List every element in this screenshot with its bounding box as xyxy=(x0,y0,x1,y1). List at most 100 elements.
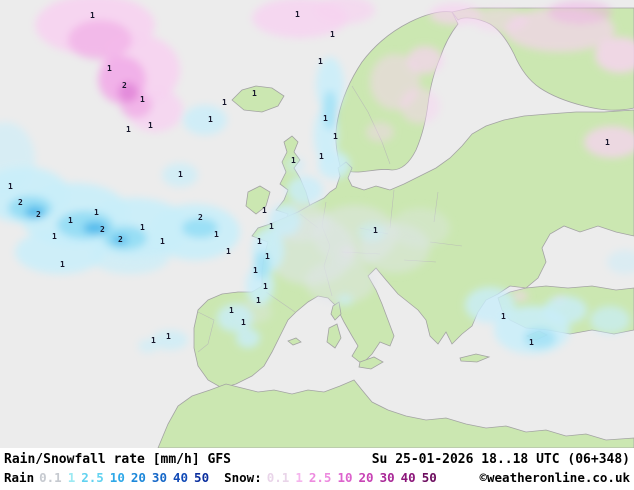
precip-value-label: 1 xyxy=(229,306,234,315)
precip-value-label: 1 xyxy=(214,230,219,239)
rain-area xyxy=(83,222,107,234)
snow-area xyxy=(118,82,138,102)
snow-area xyxy=(512,291,528,301)
snow-area xyxy=(366,122,394,142)
snow-area xyxy=(584,126,634,158)
precip-value-label: 1 xyxy=(323,114,328,123)
snow-scale-label: Snow: xyxy=(224,470,262,485)
rain-area xyxy=(543,296,587,324)
precip-value-label: 1 xyxy=(60,260,65,269)
island-sardinia xyxy=(326,323,342,349)
snow-scale: 0.1 1 2.5 10 20 30 40 50 xyxy=(267,469,437,486)
rain-scale-value: 1 xyxy=(67,470,76,485)
rain-scale-value: 30 xyxy=(151,470,167,485)
rain-scale-value: 10 xyxy=(109,470,125,485)
precip-value-label: 1 xyxy=(68,216,73,225)
rain-scale-value: 50 xyxy=(194,470,210,485)
precip-value-label: 1 xyxy=(52,232,57,241)
rain-area xyxy=(183,105,227,135)
rain-area xyxy=(305,260,375,304)
rain-area xyxy=(0,122,35,198)
legend-bar: Rain/Snowfall rate [mm/h] GFS Su 25-01-2… xyxy=(0,448,634,490)
precip-value-label: 1 xyxy=(8,182,13,191)
footer-title-row: Rain/Snowfall rate [mm/h] GFS Su 25-01-2… xyxy=(4,451,630,468)
precip-value-label: 1 xyxy=(262,206,267,215)
rain-area xyxy=(269,204,301,236)
precip-value-label: 2 xyxy=(36,210,41,219)
rain-area xyxy=(316,57,344,113)
precip-value-label: 2 xyxy=(122,81,127,90)
rain-area xyxy=(25,206,45,218)
rain-area xyxy=(138,339,158,353)
precip-value-label: 1 xyxy=(226,247,231,256)
rain-area xyxy=(318,151,350,179)
rain-area xyxy=(285,157,305,173)
snow-scale-value: 2.5 xyxy=(308,470,332,485)
map-svg: 1 111121111111221112211211111111111111111… xyxy=(0,0,634,448)
landmass-ireland xyxy=(245,185,271,215)
precip-value-label: 1 xyxy=(333,132,338,141)
precip-value-label: 1 xyxy=(373,226,378,235)
snow-scale-value: 30 xyxy=(379,470,395,485)
precip-value-label: 1 xyxy=(291,156,296,165)
precip-value-label: 1 xyxy=(94,208,99,217)
snow-scale-value: 40 xyxy=(400,470,416,485)
precip-value-label: 2 xyxy=(18,198,23,207)
snow-scale-value: 0.1 xyxy=(266,470,290,485)
rain-area xyxy=(15,230,105,274)
precip-value-label: 1 xyxy=(166,332,171,341)
copyright-link[interactable]: ©weatheronline.co.uk xyxy=(479,470,630,485)
precip-value-label: 1 xyxy=(126,125,131,134)
rain-scale-value: 20 xyxy=(130,470,146,485)
rain-scale-value: 2.5 xyxy=(81,470,104,485)
precip-value-label: 1 xyxy=(208,115,213,124)
rain-area xyxy=(287,176,323,204)
precip-value-label: 1 xyxy=(265,252,270,261)
rain-area xyxy=(90,238,170,274)
landmass-north-africa xyxy=(157,379,634,448)
precip-value-label: 1 xyxy=(241,318,246,327)
precip-value-label: 1 xyxy=(529,338,534,347)
rain-area xyxy=(217,304,253,332)
snow-scale-value: 50 xyxy=(421,470,437,485)
precip-value-label: 2 xyxy=(100,225,105,234)
footer-legend-row: Rain 0.1 1 2.5 10 20 30 40 50 Snow: 0.1 1 2.5 10 20… xyxy=(4,469,630,486)
rain-area xyxy=(465,287,515,323)
snow-area xyxy=(429,3,481,25)
snow-scale-value: 10 xyxy=(337,470,353,485)
precip-value-label: 1 xyxy=(318,57,323,66)
precip-value-label: 1 xyxy=(263,282,268,291)
rain-scale: 0.1 1 2.5 10 20 30 40 50 xyxy=(39,469,209,486)
snow-scale-value: 20 xyxy=(358,470,374,485)
snow-area xyxy=(400,88,440,124)
snow-area xyxy=(315,0,375,24)
snow-scale-value: 1 xyxy=(295,470,303,485)
rain-area xyxy=(337,294,353,306)
snow-areas xyxy=(35,0,634,305)
island-mallorca xyxy=(287,337,302,346)
precip-value-label: 1 xyxy=(160,237,165,246)
rain-area xyxy=(323,90,337,130)
rain-area xyxy=(607,250,634,274)
precip-value-label: 1 xyxy=(252,89,257,98)
island-crete xyxy=(459,353,491,363)
precip-value-label: 1 xyxy=(151,336,156,345)
map-datetime: Su 25-01-2026 18..18 UTC (06+348) xyxy=(371,452,630,467)
precip-value-label: 1 xyxy=(90,11,95,20)
island-sicily xyxy=(358,356,384,370)
rain-area xyxy=(182,218,218,238)
precip-value-label: 1 xyxy=(256,296,261,305)
map-title: Rain/Snowfall rate [mm/h] GFS xyxy=(4,452,231,467)
precip-value-label: 1 xyxy=(295,10,300,19)
rain-area xyxy=(254,251,270,279)
rain-areas xyxy=(0,57,634,354)
precip-value-label: 1 xyxy=(257,237,262,246)
precip-value-label: 1 xyxy=(140,95,145,104)
precip-value-label: 1 xyxy=(148,121,153,130)
precip-value-label: 2 xyxy=(118,235,123,244)
rain-area xyxy=(390,208,450,248)
precip-value-label: 1 xyxy=(140,223,145,232)
precip-value-label: 1 xyxy=(269,222,274,231)
